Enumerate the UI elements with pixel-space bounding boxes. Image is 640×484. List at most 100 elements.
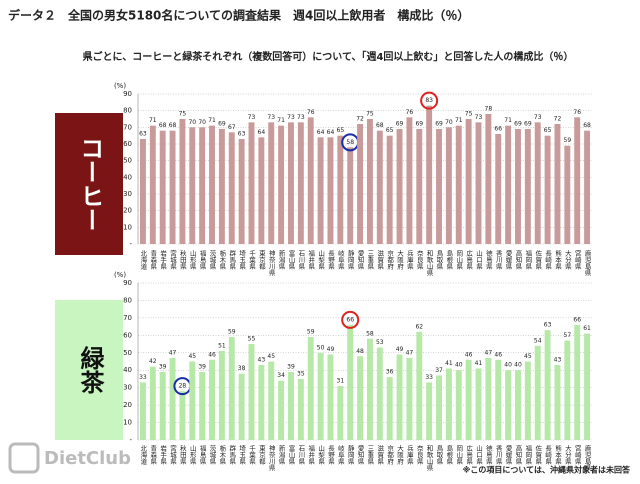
x-tick-label: 埼玉県 [238, 444, 246, 466]
x-tick-label: 大分県 [563, 249, 571, 271]
bar [505, 370, 512, 440]
value-label: 43 [258, 356, 266, 363]
bar [396, 129, 403, 244]
bar [218, 129, 225, 244]
value-label: 71 [504, 117, 512, 124]
bar [376, 130, 383, 244]
x-tick-label: 宮崎県 [573, 249, 581, 271]
value-label: 66 [346, 316, 354, 323]
x-tick-label: 石川県 [297, 445, 305, 466]
bar [159, 371, 166, 440]
logo-icon [8, 442, 40, 474]
bar [426, 382, 433, 440]
bar [288, 122, 294, 244]
value-label: 49 [327, 346, 335, 353]
x-tick-label: 栃木県 [218, 444, 226, 466]
y-tick-label: 20 [123, 401, 132, 409]
x-tick-label: 岐阜県 [336, 249, 344, 271]
x-tick-label: 北海道 [139, 445, 147, 466]
bar [475, 368, 482, 440]
x-tick-label: 京都府 [386, 444, 394, 466]
bar [445, 127, 452, 244]
bar [534, 122, 541, 244]
y-tick-label: - [129, 240, 132, 248]
value-label: 69 [218, 121, 226, 128]
value-label: 64 [317, 129, 325, 136]
bar [268, 361, 275, 440]
value-label: 55 [248, 336, 256, 343]
x-tick-label: 長崎県 [544, 250, 552, 271]
x-tick-label: 京都府 [386, 249, 394, 271]
value-label: 33 [139, 374, 147, 381]
value-label: 63 [544, 322, 552, 329]
x-tick-label: 奈良県 [415, 249, 423, 271]
x-tick-label: 東京都 [257, 444, 265, 466]
bar [327, 137, 334, 244]
x-tick-label: 山梨県 [317, 444, 325, 466]
x-tick-label: 北海道 [139, 250, 147, 271]
y-tick-label: 10 [123, 419, 132, 427]
bar [238, 373, 245, 440]
value-label: 75 [366, 111, 374, 118]
bar [386, 135, 393, 244]
value-label: 50 [317, 344, 325, 351]
value-label: 46 [494, 351, 502, 358]
y-tick-label: 20 [123, 207, 132, 215]
y-tick-label: 70 [123, 314, 132, 322]
x-tick-label: 高知県 [514, 249, 522, 271]
bar [209, 125, 215, 244]
bar [465, 359, 472, 440]
x-tick-label: 山形県 [188, 444, 196, 466]
y-tick-label: 40 [123, 366, 132, 374]
bar [386, 377, 393, 440]
value-label: 71 [149, 117, 157, 124]
value-label: 36 [386, 369, 394, 376]
value-label: 46 [208, 351, 216, 358]
value-label: 40 [514, 362, 522, 369]
y-tick-label: - [129, 436, 132, 444]
bar [228, 337, 235, 440]
panel-label: 緑茶 [76, 345, 104, 395]
bar [317, 352, 324, 440]
bar [445, 368, 452, 440]
value-label: 49 [396, 346, 404, 353]
bar [455, 125, 462, 244]
value-label: 59 [228, 329, 236, 336]
value-label: 39 [287, 363, 295, 370]
value-label: 43 [554, 356, 562, 363]
bar [534, 345, 541, 440]
x-tick-label: 大分県 [563, 444, 571, 466]
subtitle: 県ごとに、コーヒーと緑茶それぞれ（複数回答可）について、「週4回以上飲む」と回答… [83, 50, 574, 63]
bar [258, 137, 265, 244]
bar [307, 337, 314, 440]
bar [376, 347, 383, 440]
bar [297, 378, 304, 440]
value-label: 41 [445, 360, 453, 367]
value-label: 61 [583, 325, 591, 332]
bar [248, 344, 255, 440]
bar [416, 129, 423, 244]
value-label: 45 [188, 353, 196, 360]
value-label: 48 [356, 348, 364, 355]
x-tick-label: 千葉県 [248, 444, 256, 466]
value-label: 69 [435, 121, 443, 128]
x-tick-label: 青森県 [149, 249, 157, 271]
value-label: 58 [346, 139, 354, 146]
bar [436, 129, 442, 244]
x-tick-label: 静岡県 [346, 444, 354, 466]
value-label: 40 [504, 362, 512, 369]
x-tick-label: 新潟県 [277, 249, 285, 271]
value-label: 68 [169, 122, 177, 129]
x-tick-label: 青森県 [149, 444, 157, 466]
x-tick-label: 和歌山県 [425, 444, 433, 473]
value-label: 66 [494, 126, 502, 133]
x-tick-label: 鹿児島県 [583, 249, 591, 277]
x-tick-label: 岐阜県 [336, 444, 344, 466]
bar [475, 122, 482, 244]
x-tick-label: 鹿児島県 [583, 444, 591, 473]
bar [357, 124, 364, 244]
x-tick-label: 富山県 [287, 249, 295, 271]
value-label: 72 [356, 116, 364, 123]
bar [455, 370, 462, 440]
x-tick-label: 石川県 [297, 250, 305, 271]
